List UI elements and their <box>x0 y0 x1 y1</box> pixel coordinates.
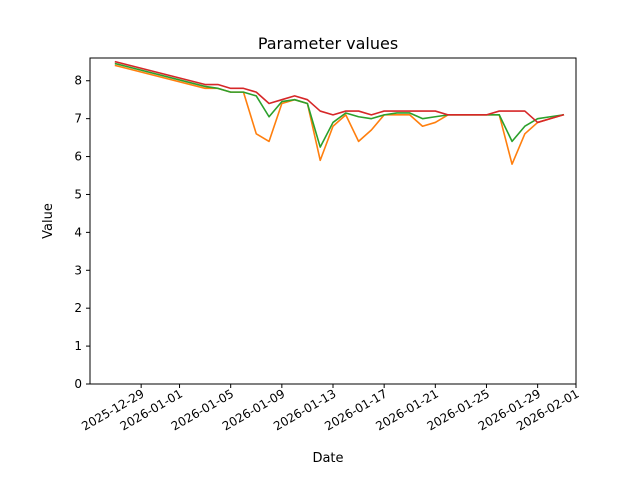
series-line-1 <box>114 64 565 165</box>
y-axis-label: Value <box>41 203 56 239</box>
y-tick-label: 8 <box>74 74 82 88</box>
plot-series <box>114 60 565 165</box>
chart-title: Parameter values <box>258 34 398 53</box>
y-tick-label: 1 <box>74 339 82 353</box>
y-tick-label: 3 <box>74 263 82 277</box>
x-axis-label: Date <box>312 451 343 466</box>
series-line-2 <box>114 62 565 148</box>
y-tick-label: 7 <box>74 112 82 126</box>
y-axis: 0 1 2 3 4 5 6 7 8 <box>74 74 90 391</box>
y-tick-label: 6 <box>74 150 82 164</box>
y-tick-label: 0 <box>74 377 82 391</box>
series-line-3 <box>114 60 565 124</box>
y-tick-label: 5 <box>74 187 82 201</box>
x-axis: 2025-12-292026-01-012026-01-052026-01-09… <box>79 384 582 433</box>
y-tick-label: 2 <box>74 301 82 315</box>
y-tick-label: 4 <box>74 225 82 239</box>
plot-frame <box>89 57 577 385</box>
